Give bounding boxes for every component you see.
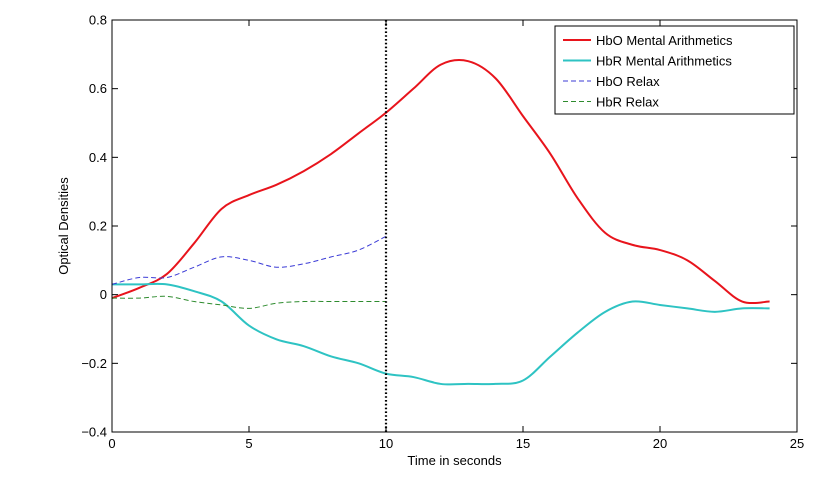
legend-label: HbO Relax <box>596 74 660 89</box>
x-axis-label: Time in seconds <box>407 453 502 468</box>
series-line-hbr-mental-arithmetics <box>111 282 770 386</box>
x-tick-label: 10 <box>379 436 393 451</box>
y-tick-label: 0.2 <box>89 219 107 234</box>
x-tick-label: 15 <box>516 436 530 451</box>
x-tick-label: 5 <box>245 436 252 451</box>
legend: HbO Mental Arithmetics HbR Mental Arithme… <box>554 25 795 115</box>
series-line-hbo-mental-arithmetics <box>111 59 770 305</box>
legend-label: HbR Relax <box>596 95 659 110</box>
y-tick-label: −0.2 <box>81 356 107 371</box>
y-tick-label: 0.4 <box>89 150 107 165</box>
series-layer <box>111 59 770 386</box>
x-tick-label: 0 <box>108 436 115 451</box>
plot-frame <box>111 19 798 433</box>
x-tick-label: 20 <box>653 436 667 451</box>
x-tick-label: 25 <box>790 436 804 451</box>
series-line-hbo-relax <box>111 235 387 285</box>
y-tick-label: 0.6 <box>89 81 107 96</box>
y-tick-label: 0.8 <box>89 13 107 28</box>
y-tick-label: −0.4 <box>81 425 107 440</box>
y-axis-label: Optical Densities <box>56 177 71 275</box>
axis-ticks: 0 5 10 15 20 25 −0.4 −0.2 0 0.2 0.4 0.6 0.8 <box>81 13 804 452</box>
legend-label: HbR Mental Arithmetics <box>596 54 732 69</box>
legend-label: HbO Mental Arithmetics <box>596 33 733 48</box>
series-line-hbr-relax <box>111 295 386 309</box>
legend-box <box>554 25 795 115</box>
y-tick-label: 0 <box>100 287 107 302</box>
